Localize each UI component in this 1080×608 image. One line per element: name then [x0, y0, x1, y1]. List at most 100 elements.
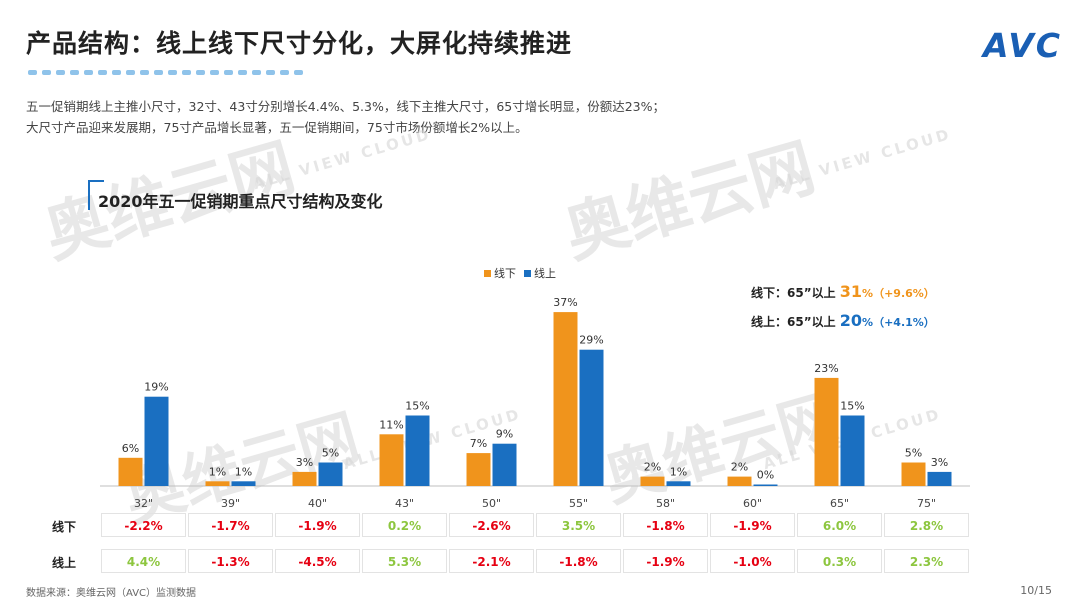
- bar-online-5: [579, 349, 604, 486]
- data-label-online-2: 5%: [322, 447, 339, 460]
- legend-swatch-online: [524, 270, 531, 277]
- legend-label-online: 线上: [534, 267, 556, 280]
- data-label-offline-2: 3%: [296, 456, 313, 469]
- table-cell: -2.1%: [449, 549, 534, 573]
- table-cell: -1.9%: [275, 513, 360, 537]
- description-line-2: 大尺寸产品迎来发展期，75寸产品增长显著，五一促销期间，75寸市场份额增长2%以…: [26, 120, 528, 135]
- table-cell: 0.3%: [797, 549, 882, 573]
- data-label-offline-8: 23%: [814, 362, 838, 375]
- table-cell: -1.8%: [623, 513, 708, 537]
- bar-offline-3: [379, 434, 404, 486]
- data-label-offline-4: 7%: [470, 437, 487, 450]
- bar-offline-8: [814, 377, 839, 486]
- data-label-online-8: 15%: [840, 400, 864, 413]
- summary-online-prefix: 线上：65”以上: [751, 315, 836, 329]
- data-label-online-3: 15%: [405, 400, 429, 413]
- summary-offline-change: （+9.6%）: [873, 287, 935, 300]
- table-cell: 0.2%: [362, 513, 447, 537]
- x-tick-label-7: 60": [743, 497, 762, 510]
- table-cell: -1.7%: [188, 513, 273, 537]
- summary-offline: 线下：65”以上 31%（+9.6%）: [751, 282, 935, 301]
- legend-item-online: 线上: [524, 265, 556, 281]
- x-tick-label-8: 65": [830, 497, 849, 510]
- data-label-online-5: 29%: [579, 334, 603, 347]
- bar-online-8: [840, 415, 865, 486]
- table-cell: -2.6%: [449, 513, 534, 537]
- data-label-online-0: 19%: [144, 381, 168, 394]
- description-line-1: 五一促销期线上主推小尺寸，32寸、43寸分别增长4.4%、5.3%，线下主推大尺…: [26, 99, 666, 114]
- data-label-offline-6: 2%: [644, 461, 661, 474]
- bar-online-2: [318, 462, 343, 486]
- bar-offline-9: [901, 462, 926, 486]
- x-tick-label-5: 55": [569, 497, 588, 510]
- bar-online-9: [927, 471, 952, 486]
- summary-offline-value: 31: [839, 282, 863, 301]
- data-label-online-9: 3%: [931, 456, 948, 469]
- bar-online-3: [405, 415, 430, 486]
- table-row-label: 线下: [52, 520, 77, 534]
- legend-swatch-offline: [484, 270, 491, 277]
- legend-item-offline: 线下: [484, 265, 516, 281]
- data-label-online-6: 1%: [670, 465, 687, 478]
- bar-online-0: [144, 396, 169, 486]
- data-label-online-1: 1%: [235, 465, 252, 478]
- table-cell: -4.5%: [275, 549, 360, 573]
- table-cell: 4.4%: [101, 549, 186, 573]
- data-source: 数据来源：奥维云网（AVC）监测数据: [26, 588, 197, 599]
- chart-title: 2020年五一促销期重点尺寸结构及变化: [98, 192, 383, 211]
- data-label-offline-7: 2%: [731, 461, 748, 474]
- table-cell: -1.0%: [710, 549, 795, 573]
- bar-online-1: [231, 481, 256, 486]
- page-number: 10/15: [1020, 584, 1052, 597]
- summary-online-value: 20: [839, 311, 863, 330]
- summary-online-change: （+4.1%）: [873, 316, 935, 329]
- legend-label-offline: 线下: [494, 267, 516, 280]
- summary-offline-unit: %: [862, 287, 874, 300]
- summary-offline-prefix: 线下：65”以上: [751, 286, 836, 300]
- data-label-online-4: 9%: [496, 428, 513, 441]
- bar-offline-2: [292, 471, 317, 486]
- description: 五一促销期线上主推小尺寸，32寸、43寸分别增长4.4%、5.3%，线下主推大尺…: [26, 96, 665, 138]
- x-tick-label-3: 43": [395, 497, 414, 510]
- table-row-label: 线上: [52, 556, 77, 570]
- data-label-offline-9: 5%: [905, 447, 922, 460]
- data-label-offline-1: 1%: [209, 465, 226, 478]
- x-tick-label-1: 39": [221, 497, 240, 510]
- table-cell: 2.3%: [884, 549, 969, 573]
- x-tick-label-9: 75": [917, 497, 936, 510]
- avc-logo: AVC: [982, 26, 1062, 65]
- bar-offline-7: [727, 476, 752, 486]
- bar-online-7: [753, 484, 778, 486]
- data-label-online-7: 0%: [757, 469, 774, 482]
- bar-online-4: [492, 443, 517, 486]
- summary-online-unit: %: [862, 316, 874, 329]
- bar-offline-0: [118, 457, 143, 486]
- data-label-offline-0: 6%: [122, 442, 139, 455]
- table-cell: 5.3%: [362, 549, 447, 573]
- table-cell: -1.3%: [188, 549, 273, 573]
- table-cell: -1.9%: [623, 549, 708, 573]
- table-cell: 6.0%: [797, 513, 882, 537]
- table-cell: -1.8%: [536, 549, 621, 573]
- x-tick-label-0: 32": [134, 497, 153, 510]
- x-tick-label-6: 58": [656, 497, 675, 510]
- data-label-offline-5: 37%: [553, 296, 577, 309]
- bar-offline-4: [466, 453, 491, 486]
- bar-offline-6: [640, 476, 665, 486]
- bar-offline-5: [553, 312, 578, 486]
- x-tick-label-4: 50": [482, 497, 501, 510]
- chart-title-bracket: [88, 180, 104, 210]
- page-title: 产品结构：线上线下尺寸分化，大屏化持续推进: [26, 29, 573, 58]
- bar-online-6: [666, 481, 691, 486]
- table-cell: 2.8%: [884, 513, 969, 537]
- table-cell: -2.2%: [101, 513, 186, 537]
- chart-legend: 线下 线上: [484, 265, 556, 281]
- title-underline-dots: [28, 70, 303, 75]
- table-cell: 3.5%: [536, 513, 621, 537]
- table-cell: -1.9%: [710, 513, 795, 537]
- summary-online: 线上：65”以上 20%（+4.1%）: [751, 311, 935, 330]
- data-label-offline-3: 11%: [379, 418, 403, 431]
- bar-offline-1: [205, 481, 230, 486]
- x-tick-label-2: 40": [308, 497, 327, 510]
